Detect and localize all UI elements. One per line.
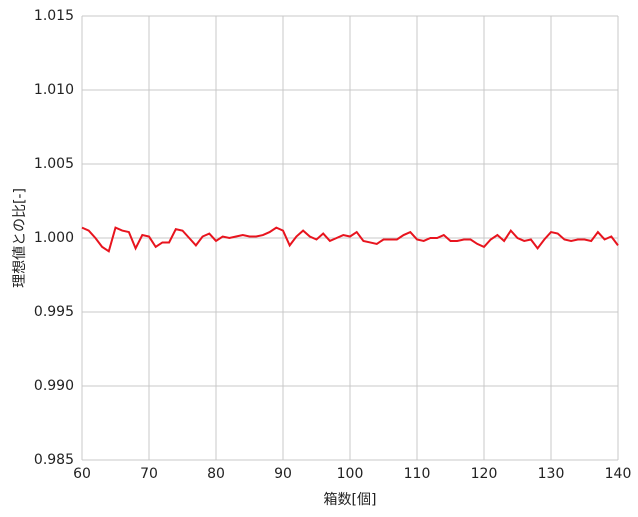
y-tick-label: 0.990	[34, 378, 74, 394]
y-tick-label: 1.000	[34, 230, 74, 246]
x-tick-label: 70	[140, 466, 158, 482]
x-tick-label: 60	[73, 466, 91, 482]
y-tick-label: 1.010	[34, 82, 74, 98]
y-tick-label: 1.005	[34, 156, 74, 172]
x-tick-label: 130	[538, 466, 565, 482]
y-tick-label: 1.015	[34, 8, 74, 24]
y-axis-label: 理想値との比[-]	[12, 188, 28, 288]
x-tick-label: 90	[274, 466, 292, 482]
y-tick-label: 0.985	[34, 452, 74, 468]
x-tick-label: 100	[337, 466, 364, 482]
x-tick-label: 140	[605, 466, 632, 482]
x-tick-label: 120	[471, 466, 498, 482]
data-line	[81, 226, 619, 253]
x-tick-label: 110	[404, 466, 431, 482]
y-tick-label: 0.995	[34, 304, 74, 320]
x-axis-label: 箱数[個]	[324, 492, 377, 508]
x-tick-label: 80	[207, 466, 225, 482]
